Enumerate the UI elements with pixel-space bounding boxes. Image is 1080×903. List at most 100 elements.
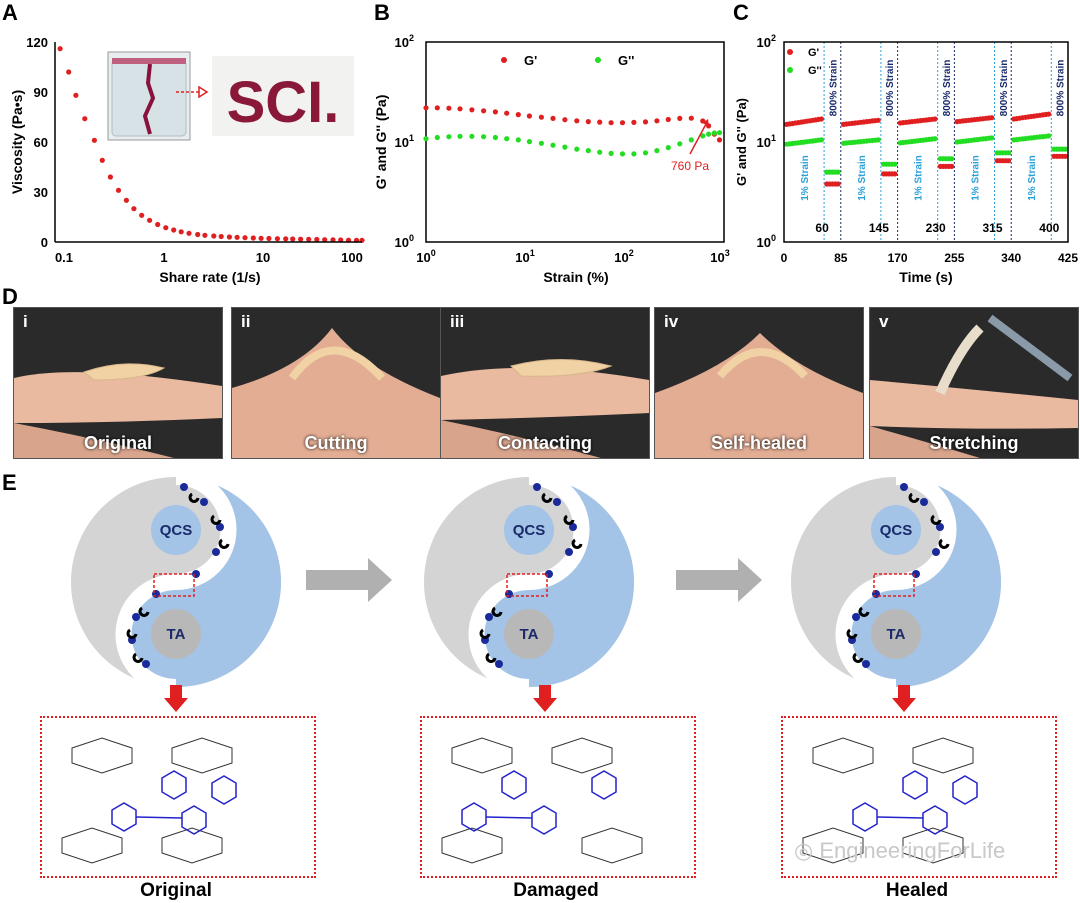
b-gp-point bbox=[654, 118, 660, 124]
qcs-label-3: QCS bbox=[880, 522, 913, 539]
c-gp-point bbox=[818, 116, 824, 122]
c-gpp-point bbox=[818, 137, 824, 143]
svg-text:102: 102 bbox=[395, 33, 414, 50]
b-xtick-exp-2: 2 bbox=[629, 248, 634, 258]
c-gpp-point bbox=[892, 161, 898, 167]
c-high-strain-label: 800% Strain bbox=[1056, 60, 1067, 117]
c-time-mark: 400 bbox=[1039, 221, 1059, 235]
b-legend-gp: G' bbox=[524, 53, 537, 68]
photo-caption-self-healed: Self-healed bbox=[710, 433, 808, 453]
b-gpp-point bbox=[574, 146, 580, 152]
b-gpp-point bbox=[585, 148, 591, 154]
c-gp-point bbox=[949, 163, 955, 169]
a-point bbox=[314, 236, 320, 243]
c-time-mark: 60 bbox=[815, 221, 829, 235]
b-gpp-point bbox=[446, 134, 452, 140]
c-gp-point bbox=[1046, 111, 1052, 117]
a-point bbox=[91, 137, 97, 143]
photo-caption-cutting: Cutting bbox=[304, 433, 368, 453]
a-ytick-120: 120 bbox=[26, 35, 48, 50]
b-gp-point bbox=[665, 116, 671, 123]
b-gp-point bbox=[492, 109, 498, 115]
svg-text:103: 103 bbox=[710, 248, 729, 265]
svg-text:100: 100 bbox=[395, 233, 414, 250]
b-xtick-base-3: 10 bbox=[710, 250, 724, 265]
watermark: ◎ EngineeringForLife bbox=[794, 838, 1005, 864]
a-point bbox=[163, 225, 169, 231]
c-ytick-exp-1: 1 bbox=[771, 133, 776, 143]
c-low-strain-label: 1% Strain bbox=[914, 155, 925, 201]
a-point bbox=[211, 233, 217, 239]
a-point bbox=[139, 212, 145, 218]
c-gpp-point bbox=[932, 136, 938, 142]
a-point bbox=[258, 235, 264, 241]
a-point bbox=[202, 232, 208, 238]
svg-text:100: 100 bbox=[757, 233, 776, 250]
chem-structure-healed bbox=[781, 716, 1057, 878]
c-xtick: 170 bbox=[888, 251, 908, 265]
red-arrow-1 bbox=[164, 685, 188, 712]
b-ytick-exp-2: 2 bbox=[409, 33, 414, 43]
c-xtick: 0 bbox=[781, 251, 788, 265]
a-point bbox=[123, 197, 129, 203]
b-legend-gpp-marker bbox=[595, 57, 601, 63]
a-point bbox=[226, 234, 232, 240]
a-point bbox=[155, 221, 161, 228]
b-gp-point bbox=[469, 107, 475, 113]
a-point bbox=[82, 116, 88, 122]
b-gpp-point bbox=[492, 134, 498, 141]
c-gp-point bbox=[1062, 153, 1068, 159]
b-gpp-point bbox=[538, 140, 544, 146]
b-gpp-point bbox=[665, 145, 671, 151]
a-ytick-90: 90 bbox=[34, 85, 48, 100]
c-high-strain-label: 800% Strain bbox=[885, 60, 896, 117]
b-annotation-760pa: 760 Pa bbox=[671, 159, 709, 173]
yin-yang-schematics: QCS TA QCS TA QCS TA bbox=[0, 470, 1080, 712]
c-ytick-exp-0: 0 bbox=[771, 233, 776, 243]
c-ytick-base-0: 10 bbox=[757, 235, 771, 250]
b-gpp-point bbox=[481, 134, 487, 140]
chem-structure-original bbox=[40, 716, 316, 878]
c-low-strain-label: 1% Strain bbox=[857, 155, 868, 201]
c-gpp-point bbox=[949, 156, 955, 162]
ta-label-1: TA bbox=[167, 626, 186, 643]
jar-photo bbox=[107, 51, 191, 141]
b-gp-point bbox=[619, 120, 626, 126]
red-arrow-2 bbox=[533, 685, 557, 712]
b-annotation-arrow bbox=[689, 123, 707, 155]
a-point bbox=[283, 236, 289, 242]
c-gp-point bbox=[932, 116, 938, 122]
c-xtick: 255 bbox=[944, 251, 964, 265]
a-xtick-100: 100 bbox=[341, 250, 363, 265]
c-legend-gpp-marker bbox=[787, 67, 793, 73]
a-xtick-10: 10 bbox=[256, 250, 270, 265]
photo-num-v: v bbox=[879, 312, 889, 331]
a-point bbox=[306, 236, 312, 242]
c-low-strain-label: 1% Strain bbox=[1027, 155, 1038, 201]
a-point bbox=[218, 233, 224, 240]
c-legend-gp: G' bbox=[808, 47, 820, 59]
c-xtick: 85 bbox=[834, 251, 848, 265]
a-point bbox=[274, 236, 280, 242]
b-gpp-point bbox=[608, 150, 614, 156]
b-gp-point bbox=[631, 119, 637, 125]
a-point bbox=[266, 235, 272, 242]
a-point bbox=[298, 236, 304, 242]
b-gpp-point bbox=[423, 136, 429, 142]
watermark-text: EngineeringForLife bbox=[819, 838, 1006, 863]
b-ytick-base-1: 10 bbox=[395, 135, 409, 150]
b-gp-point bbox=[642, 119, 649, 125]
a-point bbox=[290, 236, 296, 242]
a-xtick-0.1: 0.1 bbox=[55, 250, 73, 265]
c-gpp-point bbox=[835, 169, 841, 175]
panel-label-d: D bbox=[2, 284, 18, 309]
svg-text:100: 100 bbox=[416, 248, 435, 265]
b-gpp-point bbox=[706, 131, 712, 137]
b-gpp-point bbox=[631, 151, 637, 157]
a-point bbox=[178, 229, 184, 235]
photo-num-i: i bbox=[23, 312, 28, 331]
c-ylabel: G' and G'' (Pa) bbox=[734, 98, 749, 186]
c-gp-point bbox=[835, 181, 841, 187]
b-gpp-point bbox=[700, 133, 706, 139]
photo-contacting: iii Contacting bbox=[440, 307, 650, 459]
